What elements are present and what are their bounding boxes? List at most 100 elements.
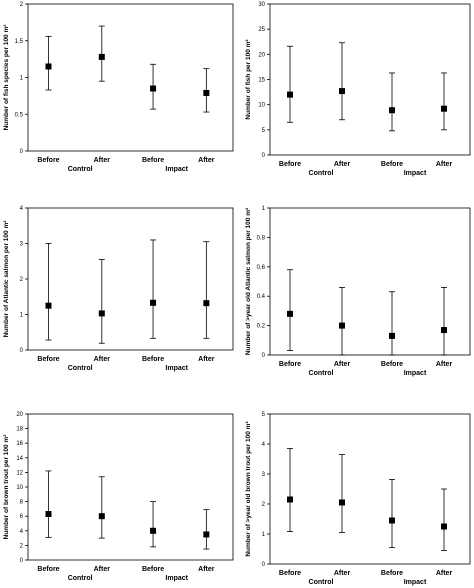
mean-marker bbox=[150, 299, 157, 306]
mean-marker bbox=[203, 89, 210, 96]
group-label-control: Control bbox=[68, 365, 93, 372]
x-category-label: Before bbox=[279, 570, 301, 577]
mean-marker bbox=[389, 332, 395, 339]
chart-panel-2: 0 5 10 15 20 25 30 Number of fish per 100 m² Bef… bbox=[245, 2, 471, 177]
x-category-label: After bbox=[334, 570, 351, 577]
group-label-control: Control bbox=[68, 575, 93, 582]
y-tick-label: 0 bbox=[20, 558, 24, 564]
y-tick-label: 2 bbox=[20, 277, 24, 283]
y-tick-label: 4 bbox=[20, 206, 24, 212]
group-label-impact: Impact bbox=[404, 579, 427, 586]
y-axis-title: Number of fish per 100 m² bbox=[245, 39, 252, 120]
mean-marker bbox=[287, 310, 293, 317]
y-tick-label: 1 bbox=[262, 532, 266, 538]
x-category-label: Before bbox=[381, 361, 403, 368]
y-tick-label: 0 bbox=[262, 153, 266, 159]
x-category-label: Before bbox=[142, 566, 164, 573]
mean-marker bbox=[441, 523, 447, 530]
y-tick-label: 20 bbox=[258, 52, 265, 58]
y-tick-label: 14 bbox=[16, 456, 23, 462]
plot-frame bbox=[269, 207, 471, 356]
mean-marker bbox=[339, 322, 345, 329]
mean-marker bbox=[45, 302, 52, 309]
mean-marker bbox=[339, 499, 345, 506]
chart-panel-5: 0 2 4 6 8 10 12 14 16 18 20 Number of brown trout p… bbox=[3, 412, 234, 582]
x-category-label: Before bbox=[381, 570, 403, 577]
group-label-control: Control bbox=[68, 166, 93, 173]
y-tick-label: 5 bbox=[262, 412, 266, 418]
mean-marker bbox=[203, 300, 210, 307]
group-label-control: Control bbox=[309, 170, 334, 177]
y-tick-label: 16 bbox=[16, 441, 23, 447]
x-category-label: After bbox=[198, 157, 215, 164]
y-tick-label: 0.2 bbox=[257, 324, 266, 330]
mean-marker bbox=[203, 531, 210, 538]
y-tick-label: 0.6 bbox=[257, 265, 266, 271]
plot-frame bbox=[27, 207, 234, 351]
y-tick-label: 0.5 bbox=[15, 112, 24, 118]
x-category-label: After bbox=[334, 361, 351, 368]
chart-panel-6: 0 1 2 3 4 5 Number of >year old brown trout pe… bbox=[245, 412, 471, 586]
y-tick-label: 10 bbox=[16, 485, 23, 491]
y-tick-label: 1 bbox=[20, 76, 24, 82]
y-tick-label: 1 bbox=[262, 206, 266, 212]
y-tick-label: 1.5 bbox=[15, 39, 24, 45]
chart-panel-4: 0 0.2 0.4 0.6 0.8 1 Number of >year old Atlant… bbox=[245, 206, 471, 377]
y-tick-label: 0 bbox=[262, 353, 266, 359]
x-category-label: After bbox=[436, 570, 453, 577]
x-category-label: After bbox=[94, 566, 111, 573]
y-tick-label: 12 bbox=[16, 470, 23, 476]
mean-marker bbox=[150, 527, 157, 534]
group-label-impact: Impact bbox=[165, 575, 188, 582]
x-category-label: After bbox=[94, 157, 111, 164]
mean-marker bbox=[339, 88, 345, 95]
y-axis-title: Number of fish species per 100 m² bbox=[3, 24, 10, 131]
plot-frame bbox=[269, 3, 471, 156]
chart-panel-3: 0 1 2 3 4 Number of Atlantic salmon per 100 m… bbox=[3, 206, 234, 372]
y-tick-label: 18 bbox=[16, 427, 23, 433]
x-category-label: After bbox=[198, 356, 215, 363]
y-tick-label: 6 bbox=[20, 514, 24, 520]
y-axis-title: Number of >year old Atlantic salmon per … bbox=[245, 207, 252, 355]
y-tick-label: 0.4 bbox=[257, 294, 266, 300]
mean-marker bbox=[389, 107, 395, 114]
plot-frame bbox=[269, 413, 471, 565]
y-tick-label: 20 bbox=[16, 412, 23, 418]
y-tick-label: 10 bbox=[258, 103, 265, 109]
y-tick-label: 0 bbox=[20, 149, 24, 155]
group-label-impact: Impact bbox=[404, 170, 427, 177]
x-category-label: After bbox=[334, 161, 351, 168]
plot-frame bbox=[27, 413, 234, 561]
mean-marker bbox=[45, 63, 52, 70]
mean-marker bbox=[287, 91, 293, 98]
x-category-label: Before bbox=[142, 356, 164, 363]
group-label-impact: Impact bbox=[165, 166, 188, 173]
y-axis-title: Number of >year old brown trout per 100 … bbox=[245, 421, 252, 557]
y-axis-title: Number of Atlantic salmon per 100 m² bbox=[3, 220, 10, 338]
x-category-label: After bbox=[436, 161, 453, 168]
mean-marker bbox=[98, 513, 105, 520]
y-tick-label: 4 bbox=[262, 442, 266, 448]
x-category-label: After bbox=[436, 361, 453, 368]
mean-marker bbox=[98, 310, 105, 317]
x-category-label: Before bbox=[279, 361, 301, 368]
group-label-control: Control bbox=[309, 579, 334, 586]
mean-marker bbox=[441, 105, 447, 112]
x-category-label: After bbox=[198, 566, 215, 573]
y-tick-label: 2 bbox=[262, 502, 266, 508]
y-tick-label: 30 bbox=[258, 2, 265, 8]
y-tick-label: 0 bbox=[20, 348, 24, 354]
y-tick-label: 2 bbox=[20, 543, 24, 549]
group-label-impact: Impact bbox=[404, 370, 427, 377]
y-tick-label: 15 bbox=[258, 78, 265, 84]
mean-marker bbox=[150, 85, 157, 92]
mean-marker bbox=[389, 517, 395, 524]
x-category-label: Before bbox=[142, 157, 164, 164]
mean-marker bbox=[98, 53, 105, 60]
plot-frame bbox=[27, 3, 234, 152]
x-category-label: Before bbox=[279, 161, 301, 168]
x-category-label: After bbox=[94, 356, 111, 363]
y-tick-label: 3 bbox=[20, 242, 24, 248]
mean-marker bbox=[45, 511, 52, 518]
